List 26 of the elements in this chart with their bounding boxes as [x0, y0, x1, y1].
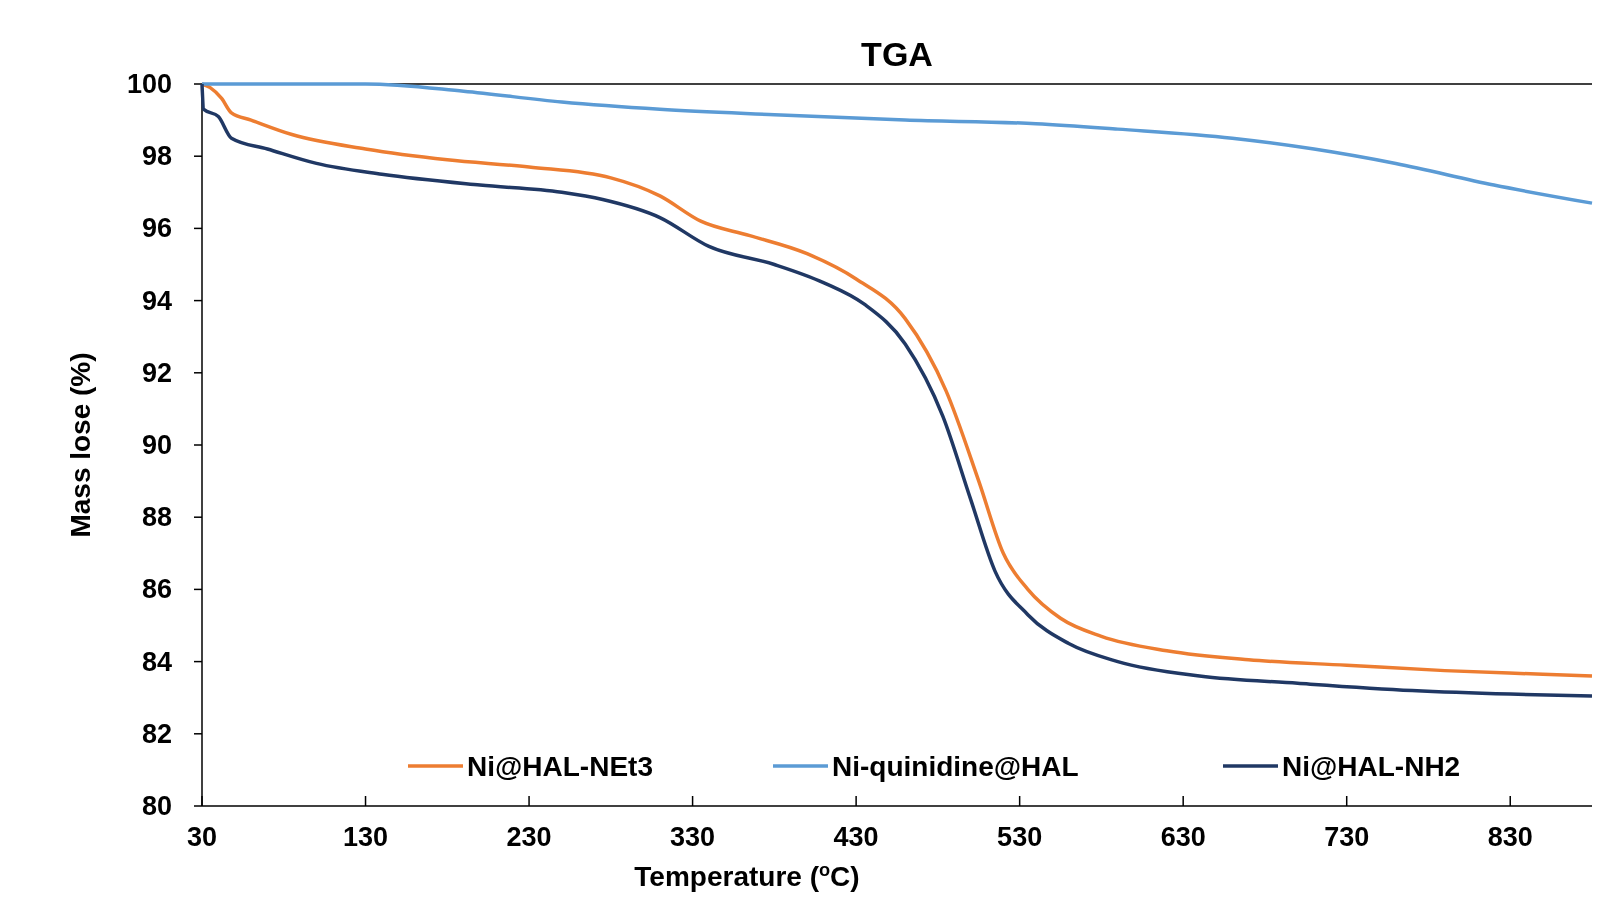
x-tick-label: 730 — [1324, 822, 1370, 852]
x-tick-label: 430 — [833, 822, 879, 852]
x-tick-label: 130 — [343, 822, 389, 852]
y-tick-label: 82 — [141, 718, 172, 749]
y-tick-label: 90 — [141, 430, 172, 460]
y-tick-label: 84 — [141, 646, 172, 677]
y-tick-label: 88 — [141, 502, 172, 533]
y-tick-label: 100 — [126, 69, 172, 99]
x-tick-label: 530 — [997, 822, 1043, 852]
legend-label: Ni-quinidine@HAL — [832, 751, 1079, 782]
legend-label: Ni@HAL-NEt3 — [467, 751, 653, 782]
x-tick-label: 230 — [506, 822, 552, 852]
x-tick-label: 30 — [186, 822, 218, 852]
chart-title: TGA — [861, 35, 933, 73]
y-tick-label: 92 — [141, 357, 172, 388]
y-tick-label: 94 — [141, 285, 172, 316]
legend-label: Ni@HAL-NH2 — [1282, 751, 1461, 782]
x-tick-label: 830 — [1487, 822, 1533, 852]
y-axis-title: Mass lose (%) — [65, 352, 96, 538]
y-tick-label: 80 — [141, 791, 172, 821]
y-tick-label: 98 — [141, 141, 172, 172]
y-tick-label: 96 — [141, 213, 172, 244]
x-tick-label: 630 — [1160, 822, 1206, 852]
x-tick-label: 330 — [670, 822, 716, 852]
y-tick-label: 86 — [141, 574, 172, 605]
x-axis-title: Temperature ($^{o}$C) — [634, 860, 860, 892]
